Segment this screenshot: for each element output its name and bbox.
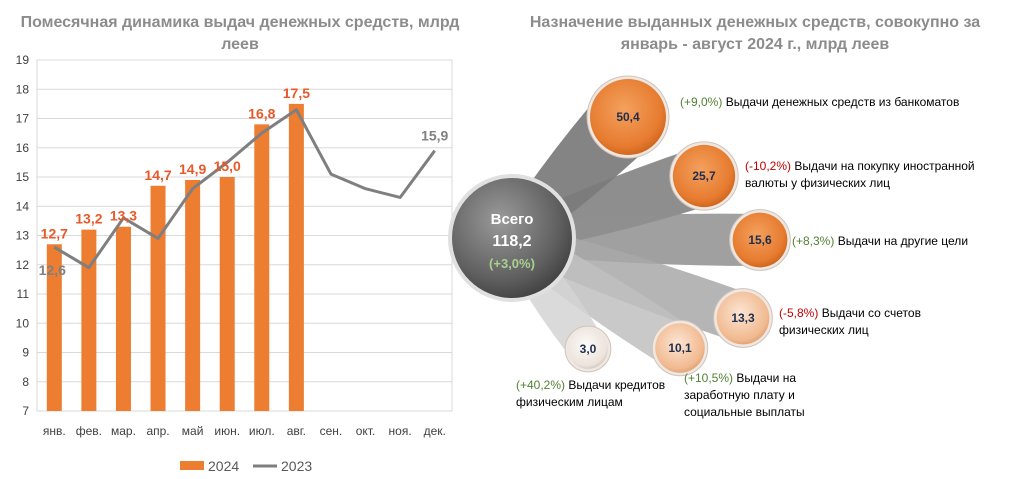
- bar-2024: [288, 103, 304, 411]
- bar-data-label: 15,0: [214, 158, 241, 174]
- bubble-connector: [507, 147, 714, 254]
- bubble-connector: [503, 224, 693, 368]
- right-chart-title: Назначение выданных денежных средств, со…: [529, 14, 981, 53]
- x-tick-label: май: [182, 424, 204, 438]
- x-tick-label: апр.: [146, 424, 169, 438]
- bar-data-label: 14,7: [144, 167, 171, 183]
- item-bubble-value: 25,7: [692, 169, 716, 183]
- y-tick-label: 19: [16, 53, 30, 67]
- y-tick-label: 7: [22, 404, 29, 418]
- bar-data-label: 12,7: [41, 225, 68, 241]
- y-tick-label: 9: [22, 346, 29, 360]
- x-tick-label: авг.: [287, 424, 306, 438]
- desc-other-change: (+8,3%): [792, 234, 835, 248]
- desc-other: (+8,3%) Выдачи на другие цели: [792, 233, 1007, 250]
- item-bubble-value: 15,6: [748, 233, 772, 247]
- x-tick-label: ноя.: [389, 424, 412, 438]
- total-bubble: [452, 178, 572, 298]
- left-chart-title: Помесячная динамика выдач денежных средс…: [20, 14, 460, 53]
- y-tick-label: 17: [16, 112, 30, 126]
- item-bubble: [590, 79, 666, 155]
- item-bubble-halo: [729, 209, 791, 271]
- item-bubble: [655, 323, 705, 373]
- bar-2024: [185, 179, 201, 411]
- desc-other-text: Выдачи на другие цели: [837, 234, 969, 248]
- desc-atm: (+9,0%) Выдачи денежных средств из банко…: [680, 94, 1000, 111]
- line-2023: [53, 108, 436, 270]
- desc-salary-text: Выдачи на заработную плату и социальные …: [684, 371, 805, 419]
- item-bubble-halo: [651, 319, 709, 377]
- total-change: (+3,0%): [489, 256, 535, 271]
- desc-atm-change: (+9,0%): [680, 95, 723, 109]
- item-bubble-value: 50,4: [616, 110, 640, 124]
- desc-credits: (+40,2%) Выдачи кредитов физическим лица…: [516, 377, 666, 411]
- x-tick-label: сен.: [320, 424, 343, 438]
- item-bubble-value: 13,3: [731, 311, 755, 325]
- y-tick-label: 12: [16, 258, 30, 272]
- desc-credits-text: Выдачи кредитов физическим лицам: [516, 378, 666, 409]
- bubble-connector: [500, 92, 655, 250]
- bar-data-label: 16,8: [248, 105, 275, 121]
- bar-2024: [254, 124, 270, 411]
- desc-fx-text: Выдачи на покупку иностранной валюты у ф…: [745, 159, 975, 190]
- bar-2024: [81, 229, 97, 411]
- bubble-connector: [511, 213, 761, 266]
- bar-data-label: 17,5: [283, 85, 310, 101]
- bar-2024: [115, 226, 131, 411]
- item-bubble-halo: [586, 75, 670, 159]
- desc-accounts: (-5,8%) Выдачи со счетов физических лиц: [779, 305, 979, 339]
- bar-data-label: 14,9: [179, 161, 206, 177]
- y-tick-label: 11: [17, 287, 30, 301]
- legend-label-2024: 2024: [208, 458, 239, 474]
- x-tick-label: янв.: [43, 424, 66, 438]
- bar-2024: [46, 244, 62, 411]
- item-bubble: [568, 329, 608, 369]
- item-bubble-value: 10,1: [668, 341, 692, 355]
- line-data-label: 15,9: [421, 128, 448, 144]
- y-tick-label: 8: [22, 375, 29, 389]
- bar-2024: [219, 177, 235, 411]
- legend-label-2023: 2023: [281, 458, 312, 474]
- y-tick-label: 13: [16, 229, 30, 243]
- x-tick-label: мар.: [111, 424, 136, 438]
- bubble-connector: [498, 228, 604, 360]
- x-tick-label: дек.: [424, 424, 446, 438]
- legend-swatch-2024: [180, 461, 204, 470]
- bar-data-label: 13,3: [110, 208, 137, 224]
- y-tick-label: 15: [16, 170, 30, 184]
- item-bubble: [672, 144, 736, 208]
- item-bubble-halo: [669, 141, 739, 211]
- desc-accounts-text: Выдачи со счетов физических лиц: [779, 306, 921, 337]
- total-value: 118,2: [492, 233, 531, 250]
- item-bubble: [716, 291, 770, 345]
- item-bubble-halo: [564, 325, 612, 373]
- y-tick-label: 16: [16, 141, 30, 155]
- desc-accounts-change: (-5,8%): [779, 306, 819, 320]
- total-label: Всего: [491, 211, 534, 228]
- x-tick-label: июн.: [214, 424, 240, 438]
- desc-salary: (+10,5%) Выдачи на заработную плату и со…: [684, 370, 824, 421]
- x-tick-label: июл.: [249, 424, 275, 438]
- desc-credits-change: (+40,2%): [516, 378, 566, 392]
- monthly-bar-line-chart: 7 8 9 10 11 12 13 14 15 16 17 18 19 янв. фев. мар. апр. м…: [16, 53, 453, 474]
- item-bubble: [732, 212, 788, 268]
- desc-salary-change: (+10,5%): [684, 371, 734, 385]
- desc-fx-change: (-10,2%): [745, 159, 792, 173]
- desc-fx: (-10,2%) Выдачи на покупку иностранной в…: [745, 158, 995, 192]
- bar-data-label: 13,2: [75, 211, 102, 227]
- bubble-connector: [506, 222, 752, 342]
- x-tick-label: окт.: [356, 424, 376, 438]
- y-tick-label: 18: [16, 82, 30, 96]
- item-bubble-halo: [713, 288, 773, 348]
- bar-2024: [150, 185, 166, 411]
- x-tick-label: фев.: [76, 424, 102, 438]
- y-tick-label: 14: [16, 199, 30, 213]
- item-bubble-value: 3,0: [580, 342, 597, 356]
- y-tick-label: 10: [16, 316, 30, 330]
- desc-atm-text: Выдачи денежных средств из банкоматов: [725, 95, 960, 109]
- line-data-label: 12,6: [39, 262, 66, 278]
